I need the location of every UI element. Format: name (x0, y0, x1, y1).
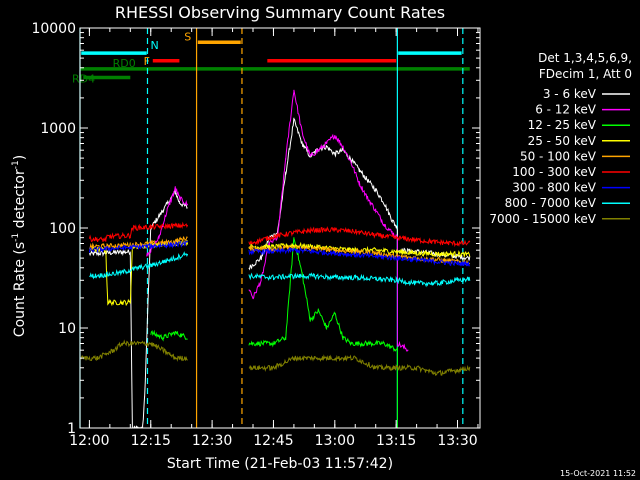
series-lines (80, 89, 471, 428)
y-axis: 1 10 100 1000 10000 (31, 21, 480, 437)
legend-label-300-800-kev: 300 - 800 keV (512, 181, 596, 195)
series-line-100-300-kev (88, 221, 471, 248)
series-line-7000-15000-kev (80, 339, 471, 376)
y-tick-label: 1 (67, 421, 76, 437)
x-tick-label: 13:15 (376, 433, 416, 449)
legend-label-800-7000-kev: 800 - 7000 keV (505, 196, 597, 210)
series-line-12-25-kev (150, 237, 398, 428)
x-tick-label: 12:15 (131, 433, 171, 449)
legend-label-12-25-kev: 12 - 25 keV (528, 118, 597, 132)
legend-label-7000-15000-kev: 7000 - 15000 keV (489, 212, 596, 226)
flag-label-f: F (144, 55, 150, 68)
x-axis-label: Start Time (21-Feb-03 11:57:42) (167, 456, 393, 472)
y-tick-label: 100 (49, 221, 76, 237)
series-line-300-800-kev (88, 240, 470, 267)
series-line-800-7000-kev (89, 251, 471, 288)
y-axis-label: Count Rate (s-1 detector-1) (11, 155, 28, 337)
y-axis-label-sup2: -1 (11, 160, 21, 169)
x-axis: 12:00 12:15 12:30 12:45 13:00 13:15 13:30 (69, 28, 479, 449)
y-axis-label-main: Count Rate (s (12, 242, 28, 337)
y-tick-label: 1000 (40, 121, 76, 137)
y-axis-label-sup1: -1 (11, 233, 21, 242)
chart-title: RHESSI Observing Summary Count Rates (115, 3, 445, 22)
flag-label-rd4: RD4 (72, 72, 95, 85)
flag-label-rd0: RD0 (113, 57, 136, 70)
footer-timestamp: 15-Oct-2021 11:52 (560, 469, 636, 478)
x-tick-label: 13:00 (315, 433, 355, 449)
flag-label-s: S (184, 30, 191, 43)
legend-label-50-100-kev: 50 - 100 keV (520, 149, 597, 163)
legend-label-25-50-kev: 25 - 50 keV (528, 134, 597, 148)
x-tick-label: 12:45 (253, 433, 293, 449)
x-tick-label: 13:30 (437, 433, 477, 449)
flag-label-n: N (151, 39, 159, 52)
legend-header-line-1: Det 1,3,4,5,6,9, (538, 51, 632, 65)
legend-label-6-12-kev: 6 - 12 keV (535, 103, 597, 117)
y-axis-label-mid: detector (12, 169, 28, 233)
flag-bars: N S F RD0 RD4 (72, 30, 470, 85)
x-tick-label: 12:30 (192, 433, 232, 449)
y-axis-label-end: ) (12, 155, 28, 160)
y-tick-label: 10000 (31, 21, 76, 37)
y-tick-label: 10 (58, 321, 76, 337)
legend-label-3-6-kev: 3 - 6 keV (543, 87, 597, 101)
legend-header-line-2: FDecim 1, Att 0 (539, 67, 632, 81)
legend-label-100-300-kev: 100 - 300 keV (512, 165, 596, 179)
x-tick-label: 12:00 (69, 433, 109, 449)
